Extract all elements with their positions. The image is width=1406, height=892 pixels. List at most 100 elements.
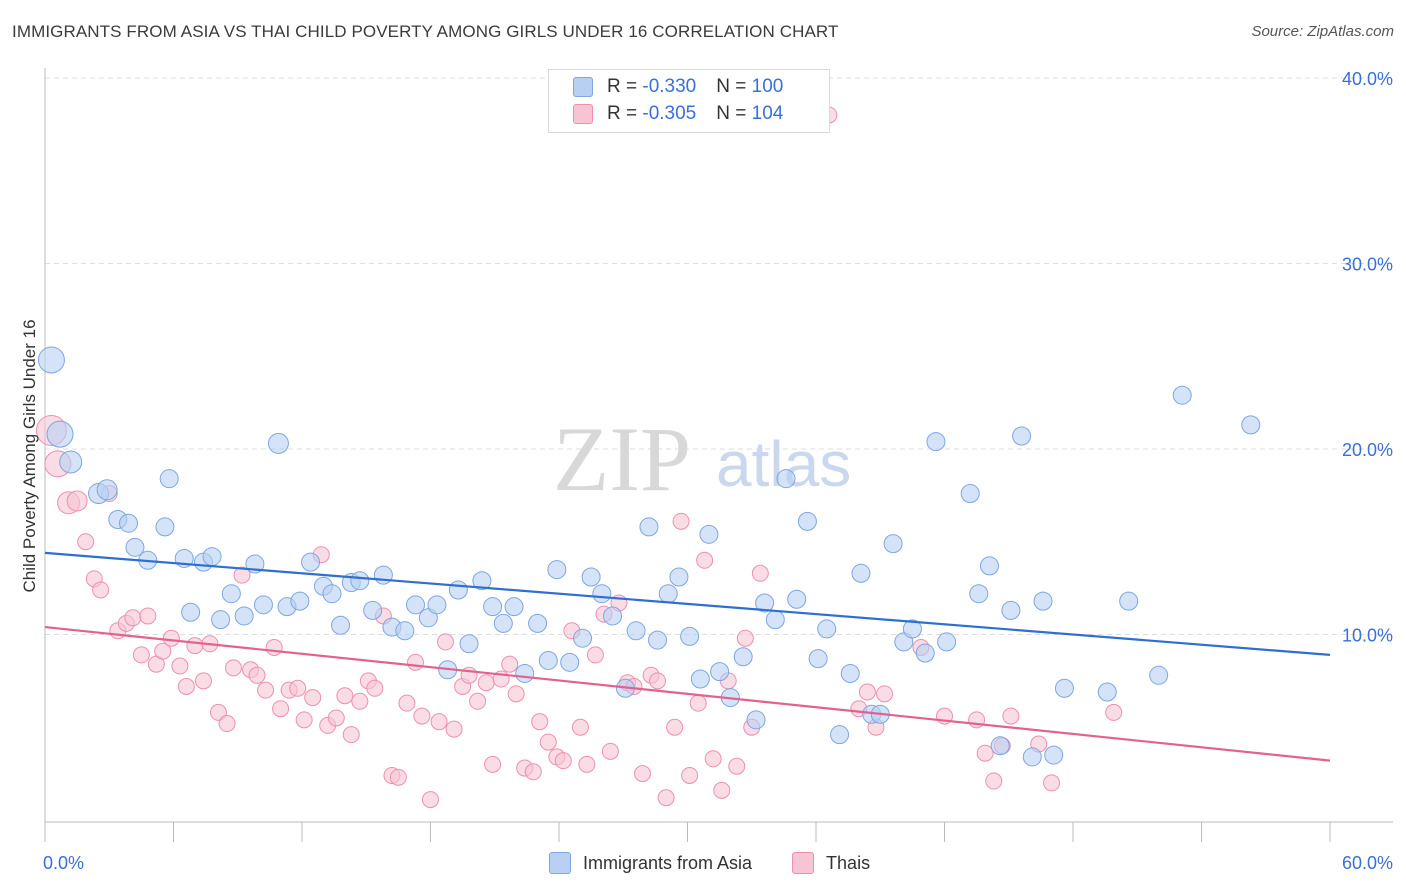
thais-point <box>649 672 667 690</box>
asia-point <box>1022 747 1042 767</box>
tick-labels: 10.0% 20.0% 30.0% 40.0% 0.0% 60.0% <box>43 69 1393 873</box>
thais-point <box>233 566 251 584</box>
asia-point <box>221 584 241 604</box>
legend-swatch-pink <box>573 104 593 124</box>
asia-point <box>373 565 393 585</box>
thais-point <box>704 750 722 768</box>
asia-point <box>538 650 558 670</box>
legend-n-label: N = <box>716 76 752 97</box>
asia-point <box>960 484 980 504</box>
thais-point <box>289 679 307 697</box>
asia-point <box>797 511 817 531</box>
thais-point <box>578 755 596 773</box>
asia-point <box>459 634 479 654</box>
asia-point <box>253 595 273 615</box>
asia-point <box>322 584 342 604</box>
source-credit: Source: ZipAtlas.com <box>1251 23 1394 40</box>
thais-point <box>77 533 95 551</box>
asia-point <box>830 725 850 745</box>
asia-point <box>472 571 492 591</box>
asia-point <box>902 619 922 639</box>
bottom-legend: Immigrants from Asia Thais <box>549 852 910 874</box>
thais-point <box>351 692 369 710</box>
legend-n-label: N = <box>716 103 752 124</box>
asia-point <box>626 621 646 641</box>
asia-point <box>690 669 710 689</box>
asia-point <box>699 524 719 544</box>
thais-point <box>407 653 425 671</box>
y-axis-label: Child Poverty Among Girls Under 16 <box>20 319 39 593</box>
thais-point <box>531 713 549 731</box>
asia-point <box>155 517 175 537</box>
asia-point <box>267 432 289 454</box>
thais-point <box>672 512 690 530</box>
asia-point <box>493 613 513 633</box>
asia-point <box>350 571 370 591</box>
thais-point <box>876 685 894 703</box>
thais-point <box>132 646 150 664</box>
thais-point <box>436 633 454 651</box>
legend-r-label: R = <box>607 76 643 97</box>
thais-point <box>601 742 619 760</box>
asia-point <box>211 610 231 630</box>
thais-point <box>366 679 384 697</box>
thais-point <box>430 713 448 731</box>
y-tick-label: 40.0% <box>1342 69 1393 89</box>
asia-point <box>603 606 623 626</box>
asia-point <box>639 517 659 537</box>
thais-point <box>66 490 88 512</box>
asia-point <box>159 469 179 489</box>
asia-point <box>765 610 785 630</box>
thais-point <box>681 766 699 784</box>
x-tick-label: 0.0% <box>43 853 84 873</box>
thais-point <box>657 789 675 807</box>
asia-point <box>969 584 989 604</box>
thais-point <box>571 718 589 736</box>
thais-point <box>507 685 525 703</box>
thais-point <box>124 609 142 627</box>
bottom-legend-asia: Immigrants from Asia <box>549 852 752 874</box>
asia-point <box>1149 665 1169 685</box>
asia-point <box>1033 591 1053 611</box>
thais-point <box>398 694 416 712</box>
thais-point <box>304 689 322 707</box>
asia-point <box>290 591 310 611</box>
thais-point <box>445 720 463 738</box>
legend-n-value: 104 <box>751 103 784 124</box>
grid <box>45 77 1393 635</box>
thais-point <box>477 674 495 692</box>
watermark: ZIP atlas <box>553 408 851 510</box>
thais-point <box>484 755 502 773</box>
asia-point <box>937 632 957 652</box>
thais-point <box>224 659 242 677</box>
asia-point <box>1054 678 1074 698</box>
asia-points <box>37 346 1261 767</box>
asia-point <box>817 619 837 639</box>
thais-point <box>524 763 542 781</box>
asia-point <box>528 613 548 633</box>
asia-point <box>1241 415 1261 435</box>
x-tick-label: 60.0% <box>1342 853 1393 873</box>
legend-r-label: R = <box>607 103 643 124</box>
thais-point <box>162 629 180 647</box>
asia-point <box>406 595 426 615</box>
thais-point <box>539 733 557 751</box>
asia-point <box>234 606 254 626</box>
thais-point <box>265 638 283 656</box>
asia-point <box>37 346 65 374</box>
thais-point <box>422 791 439 809</box>
thais-point <box>389 768 407 786</box>
asia-point <box>787 589 807 609</box>
thais-point <box>272 700 290 718</box>
asia-trend-line <box>44 551 1331 657</box>
asia-point <box>648 630 668 650</box>
asia-point <box>96 479 118 501</box>
asia-point <box>547 560 567 580</box>
asia-point <box>733 647 753 667</box>
thais-trend-line <box>44 625 1331 762</box>
y-tick-label: 30.0% <box>1342 255 1393 275</box>
thais-point <box>634 765 652 783</box>
thais-point <box>858 683 876 701</box>
asia-point <box>851 563 871 583</box>
thais-point <box>1043 774 1061 792</box>
